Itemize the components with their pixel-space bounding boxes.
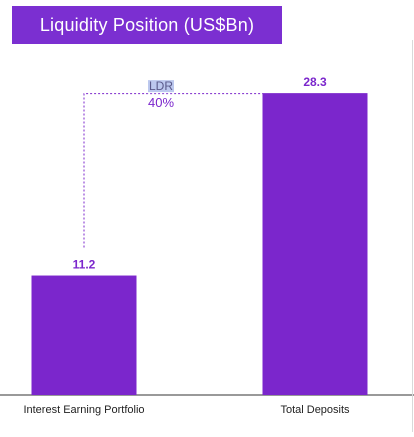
- category-label-2: Total Deposits: [280, 404, 350, 416]
- ldr-value-backdrop: [145, 95, 177, 110]
- data-label-2: 28.3: [303, 75, 327, 89]
- ldr-label-highlight: [148, 80, 174, 93]
- chart-right-border: [412, 40, 413, 432]
- ldr-label: LDR: [149, 79, 173, 93]
- chart-title: Liquidity Position (US$Bn): [39, 14, 255, 35]
- category-label-1: Interest Earning Portfolio: [23, 404, 144, 416]
- ldr-value: 40%: [148, 95, 174, 110]
- bar-1: [31, 275, 137, 395]
- bar-2: [262, 93, 368, 395]
- data-label-1: 11.2: [73, 258, 96, 272]
- chart-title-banner: Liquidity Position (US$Bn): [12, 6, 282, 44]
- ldr-connector-line: [83, 93, 263, 248]
